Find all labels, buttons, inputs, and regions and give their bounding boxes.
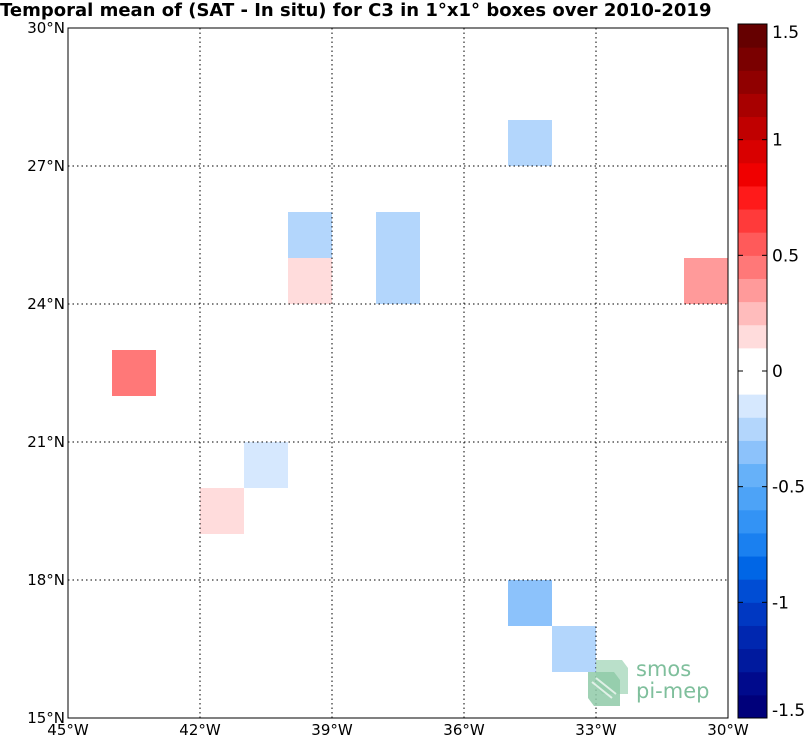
colorbar-segment xyxy=(738,671,767,696)
data-cell xyxy=(288,258,332,304)
colorbar-segment xyxy=(738,486,767,511)
colorbar-segment xyxy=(738,209,767,233)
colorbar-segment xyxy=(738,556,767,580)
colorbar-segment xyxy=(738,185,767,210)
colorbar-segment xyxy=(738,162,767,187)
colorbar-segment xyxy=(738,278,767,303)
colorbar-segment xyxy=(738,509,767,534)
data-cell xyxy=(244,442,288,488)
colorbar-segment xyxy=(738,532,767,557)
lat-tick-label: 24°N xyxy=(27,295,65,313)
data-cell xyxy=(508,120,552,166)
colorbar-segment xyxy=(738,463,767,488)
colorbar-segment xyxy=(738,24,767,48)
data-cell xyxy=(684,258,728,304)
colorbar-segment xyxy=(738,232,767,256)
colorbar-segment xyxy=(738,579,767,603)
colorbar-segment xyxy=(738,70,767,94)
data-cell xyxy=(332,212,376,258)
colorbar-segment xyxy=(738,394,767,418)
colorbar-segment xyxy=(738,625,767,650)
plot-frame xyxy=(67,27,729,719)
colorbar-segment xyxy=(738,47,767,71)
logo-text-smos: smos xyxy=(636,657,692,681)
map-title: Temporal mean of (SAT - In situ) for C3 … xyxy=(0,0,712,21)
lat-tick-label: 18°N xyxy=(27,571,65,589)
data-cell xyxy=(376,258,420,304)
axis-ticks: 45°W 42°W 39°W 36°W 33°W 30°W 15°N 18°N 21°N 24°N… xyxy=(27,19,749,738)
logo-mark-icon xyxy=(588,660,628,706)
colorbar-segment xyxy=(738,139,767,164)
colorbar-segment xyxy=(738,694,767,719)
colorbar: 1.5 1 0.5 0 -0.5 -1 -1.5 xyxy=(737,23,805,721)
data-cell xyxy=(200,488,244,534)
data-cell xyxy=(552,626,596,672)
colorbar-tick-label: -1.5 xyxy=(772,701,805,721)
colorbar-segment xyxy=(738,255,767,279)
colorbar-segment xyxy=(738,417,767,441)
colorbar-segment xyxy=(738,347,767,372)
data-cell xyxy=(112,350,156,396)
colorbar-segment xyxy=(738,440,767,465)
colorbar-tick-label: 1.5 xyxy=(772,23,799,43)
colorbar-tick-label: -0.5 xyxy=(772,478,805,498)
lon-tick-label: 42°W xyxy=(179,721,221,738)
colorbar-tick-label: -1 xyxy=(772,593,789,613)
logo-text-pi-mep: pi-mep xyxy=(636,679,710,703)
lat-tick-label: 21°N xyxy=(27,433,65,451)
lat-tick-label: 27°N xyxy=(27,157,65,175)
lon-tick-label: 36°W xyxy=(443,721,485,738)
lon-tick-label: 30°W xyxy=(707,721,749,738)
lon-tick-label: 39°W xyxy=(311,721,353,738)
colorbar-segment xyxy=(738,371,767,395)
graticule xyxy=(68,28,728,718)
data-cell xyxy=(376,212,420,258)
lon-tick-label: 45°W xyxy=(47,721,89,738)
colorbar-tick-label: 0 xyxy=(772,362,783,382)
data-cells xyxy=(68,74,728,672)
colorbar-segment xyxy=(738,301,767,326)
data-cell xyxy=(288,212,332,258)
colorbar-segment xyxy=(738,116,767,141)
smos-pi-mep-logo: smos pi-mep xyxy=(582,656,722,712)
colorbar-segment xyxy=(738,93,767,118)
data-cell xyxy=(508,580,552,626)
lat-tick-label: 30°N xyxy=(27,19,65,37)
colorbar-segment xyxy=(738,324,767,349)
colorbar-tick-label: 0.5 xyxy=(772,246,799,266)
colorbar-segment xyxy=(738,648,767,673)
lat-tick-label: 15°N xyxy=(27,709,65,727)
colorbar-tick-label: 1 xyxy=(772,131,783,151)
data-cell xyxy=(200,74,244,120)
data-cell xyxy=(68,258,112,304)
colorbar-segment xyxy=(738,602,767,626)
lon-tick-label: 33°W xyxy=(575,721,617,738)
